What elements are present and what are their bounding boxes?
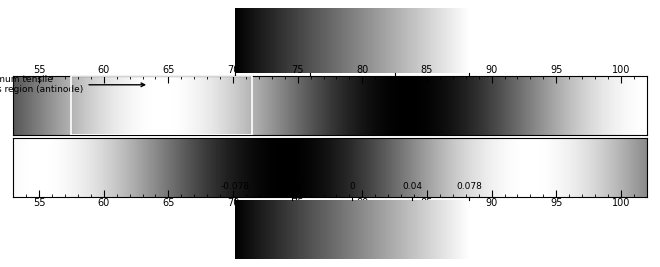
Text: -0.04: -0.04 xyxy=(280,182,304,191)
Text: -0.55: -0.55 xyxy=(223,83,247,92)
Text: -0.2: -0.2 xyxy=(301,83,318,92)
Text: Maximum tensile
stress region (antinode): Maximum tensile stress region (antinode) xyxy=(0,75,145,95)
Text: 0.2: 0.2 xyxy=(387,83,402,92)
Text: -0.078: -0.078 xyxy=(220,182,249,191)
Text: 0.55: 0.55 xyxy=(459,83,479,92)
Text: 0.078: 0.078 xyxy=(457,182,482,191)
Text: 0: 0 xyxy=(349,182,355,191)
Text: 0.04: 0.04 xyxy=(403,182,422,191)
